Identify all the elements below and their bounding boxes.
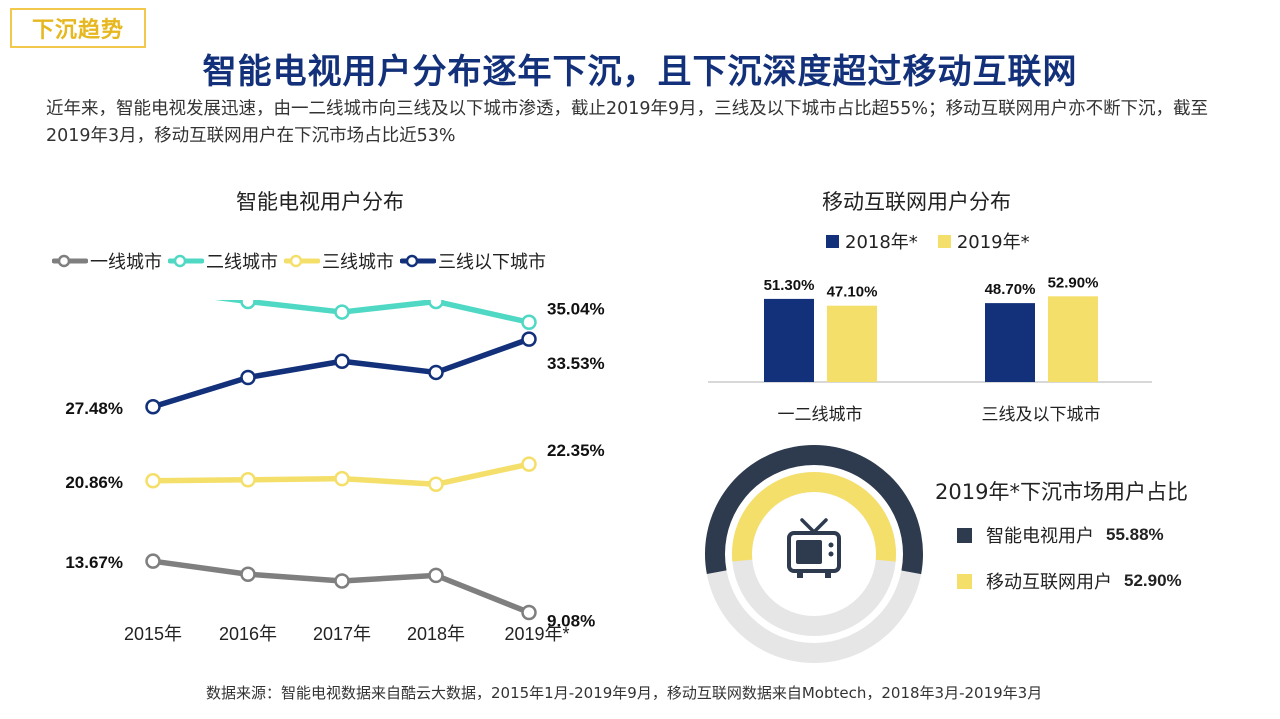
line-point	[428, 567, 444, 584]
line-chart-legend: 一线城市 二线城市 三线城市 三线以下城市	[52, 248, 552, 274]
line-legend-item: 三线以下城市	[400, 248, 546, 274]
page-title: 智能电视用户分布逐年下沉，且下沉深度超过移动互联网	[202, 52, 1078, 92]
line-point	[240, 472, 256, 488]
line-point	[334, 470, 350, 487]
line-legend-item: 二线城市	[168, 248, 278, 274]
legend-swatch	[826, 234, 839, 248]
x-tick-label: 2016年	[219, 624, 277, 644]
donut-legend-item: 智能电视用户 55.88%	[957, 522, 1164, 548]
line-point	[428, 476, 444, 493]
donut-legend-label: 智能电视用户	[986, 526, 1094, 547]
x-tick-label: 2019年*	[504, 624, 569, 644]
legend-swatch	[957, 527, 972, 543]
line-start-label: 13.67%	[65, 553, 123, 572]
line-start-label: 20.86%	[65, 473, 123, 492]
line-point	[145, 399, 161, 415]
line-point	[428, 364, 444, 381]
bar-value-label: 48.70%	[985, 281, 1036, 298]
bar-legend-label: 2019年*	[956, 232, 1030, 253]
x-tick-label: 2018年	[407, 624, 465, 644]
line-legend-label: 三线以下城市	[438, 252, 546, 273]
legend-line-marker	[284, 254, 320, 268]
donut-legend-value: 55.88%	[1106, 525, 1164, 544]
line-legend-label: 二线城市	[206, 252, 278, 273]
donut-chart-title: 2019年*下沉市场用户占比	[935, 480, 1188, 504]
donut-legend-value: 52.90%	[1124, 571, 1182, 590]
line-series	[150, 336, 532, 410]
line-end-label: 33.53%	[547, 354, 605, 373]
page-subtitle: 近年来，智能电视发展迅速，由一二线城市向三线及以下城市渗透，截止2019年9月，…	[46, 99, 1209, 146]
line-point	[521, 456, 537, 472]
line-start-label: 27.48%	[65, 399, 123, 418]
line-point	[521, 314, 537, 331]
line-end-label: 35.04%	[547, 300, 605, 318]
bar-value-label: 52.90%	[1048, 274, 1099, 291]
donut-legend-label: 移动互联网用户	[986, 572, 1112, 593]
bar-value-label: 47.10%	[827, 284, 878, 301]
legend-line-marker	[52, 254, 88, 268]
legend-line-marker	[168, 254, 204, 268]
line-point	[521, 604, 537, 621]
line-end-label: 22.35%	[547, 441, 605, 460]
bar-legend-item: 2018年*	[826, 228, 918, 254]
bar-legend-item: 2019年*	[937, 228, 1030, 254]
bar-chart-legend: 2018年* 2019年*	[826, 228, 1050, 254]
line-point	[428, 300, 444, 310]
bar	[985, 303, 1035, 382]
bar	[827, 305, 877, 382]
legend-swatch	[937, 234, 951, 248]
bar-chart-title: 移动互联网用户分布	[822, 190, 1011, 214]
line-legend-item: 三线城市	[284, 248, 394, 274]
line-point	[334, 573, 350, 589]
x-tick-label: 2015年	[124, 624, 182, 644]
data-source-note: 数据来源：智能电视数据来自酷云大数据，2015年1月-2019年9月，移动互联网…	[206, 684, 1043, 702]
line-chart-title: 智能电视用户分布	[236, 190, 404, 214]
line-chart: 13.67%9.08%37.98%35.04%20.86%22.35%27.48…	[65, 300, 605, 644]
legend-line-marker	[400, 254, 436, 268]
donut-legend-item: 移动互联网用户 52.90%	[957, 568, 1182, 594]
bar-chart: 51.30% 47.10% 一二线城市 48.70% 52.90% 三线及以下城市	[708, 274, 1152, 424]
line-legend-item: 一线城市	[52, 248, 162, 274]
donut-chart	[705, 445, 923, 663]
line-point	[334, 353, 350, 370]
line-point	[521, 331, 537, 347]
bar	[1048, 296, 1098, 382]
section-tag: 下沉趋势	[10, 8, 146, 48]
legend-swatch	[957, 573, 972, 589]
x-tick-label: 2017年	[313, 624, 371, 644]
bar	[764, 298, 814, 382]
tv-icon	[787, 518, 841, 578]
line-point	[145, 473, 161, 489]
bar-legend-label: 2018年*	[845, 232, 918, 253]
line-point	[240, 369, 256, 386]
line-point	[145, 553, 161, 569]
line-legend-label: 一线城市	[90, 252, 162, 273]
bar-category-label: 三线及以下城市	[982, 405, 1101, 424]
line-point	[334, 304, 350, 320]
line-end-label: 9.08%	[547, 611, 595, 630]
line-legend-label: 三线城市	[322, 252, 394, 273]
line-point	[240, 566, 256, 582]
bar-category-label: 一二线城市	[778, 405, 863, 424]
bar-value-label: 51.30%	[764, 277, 815, 294]
line-point	[240, 300, 256, 310]
